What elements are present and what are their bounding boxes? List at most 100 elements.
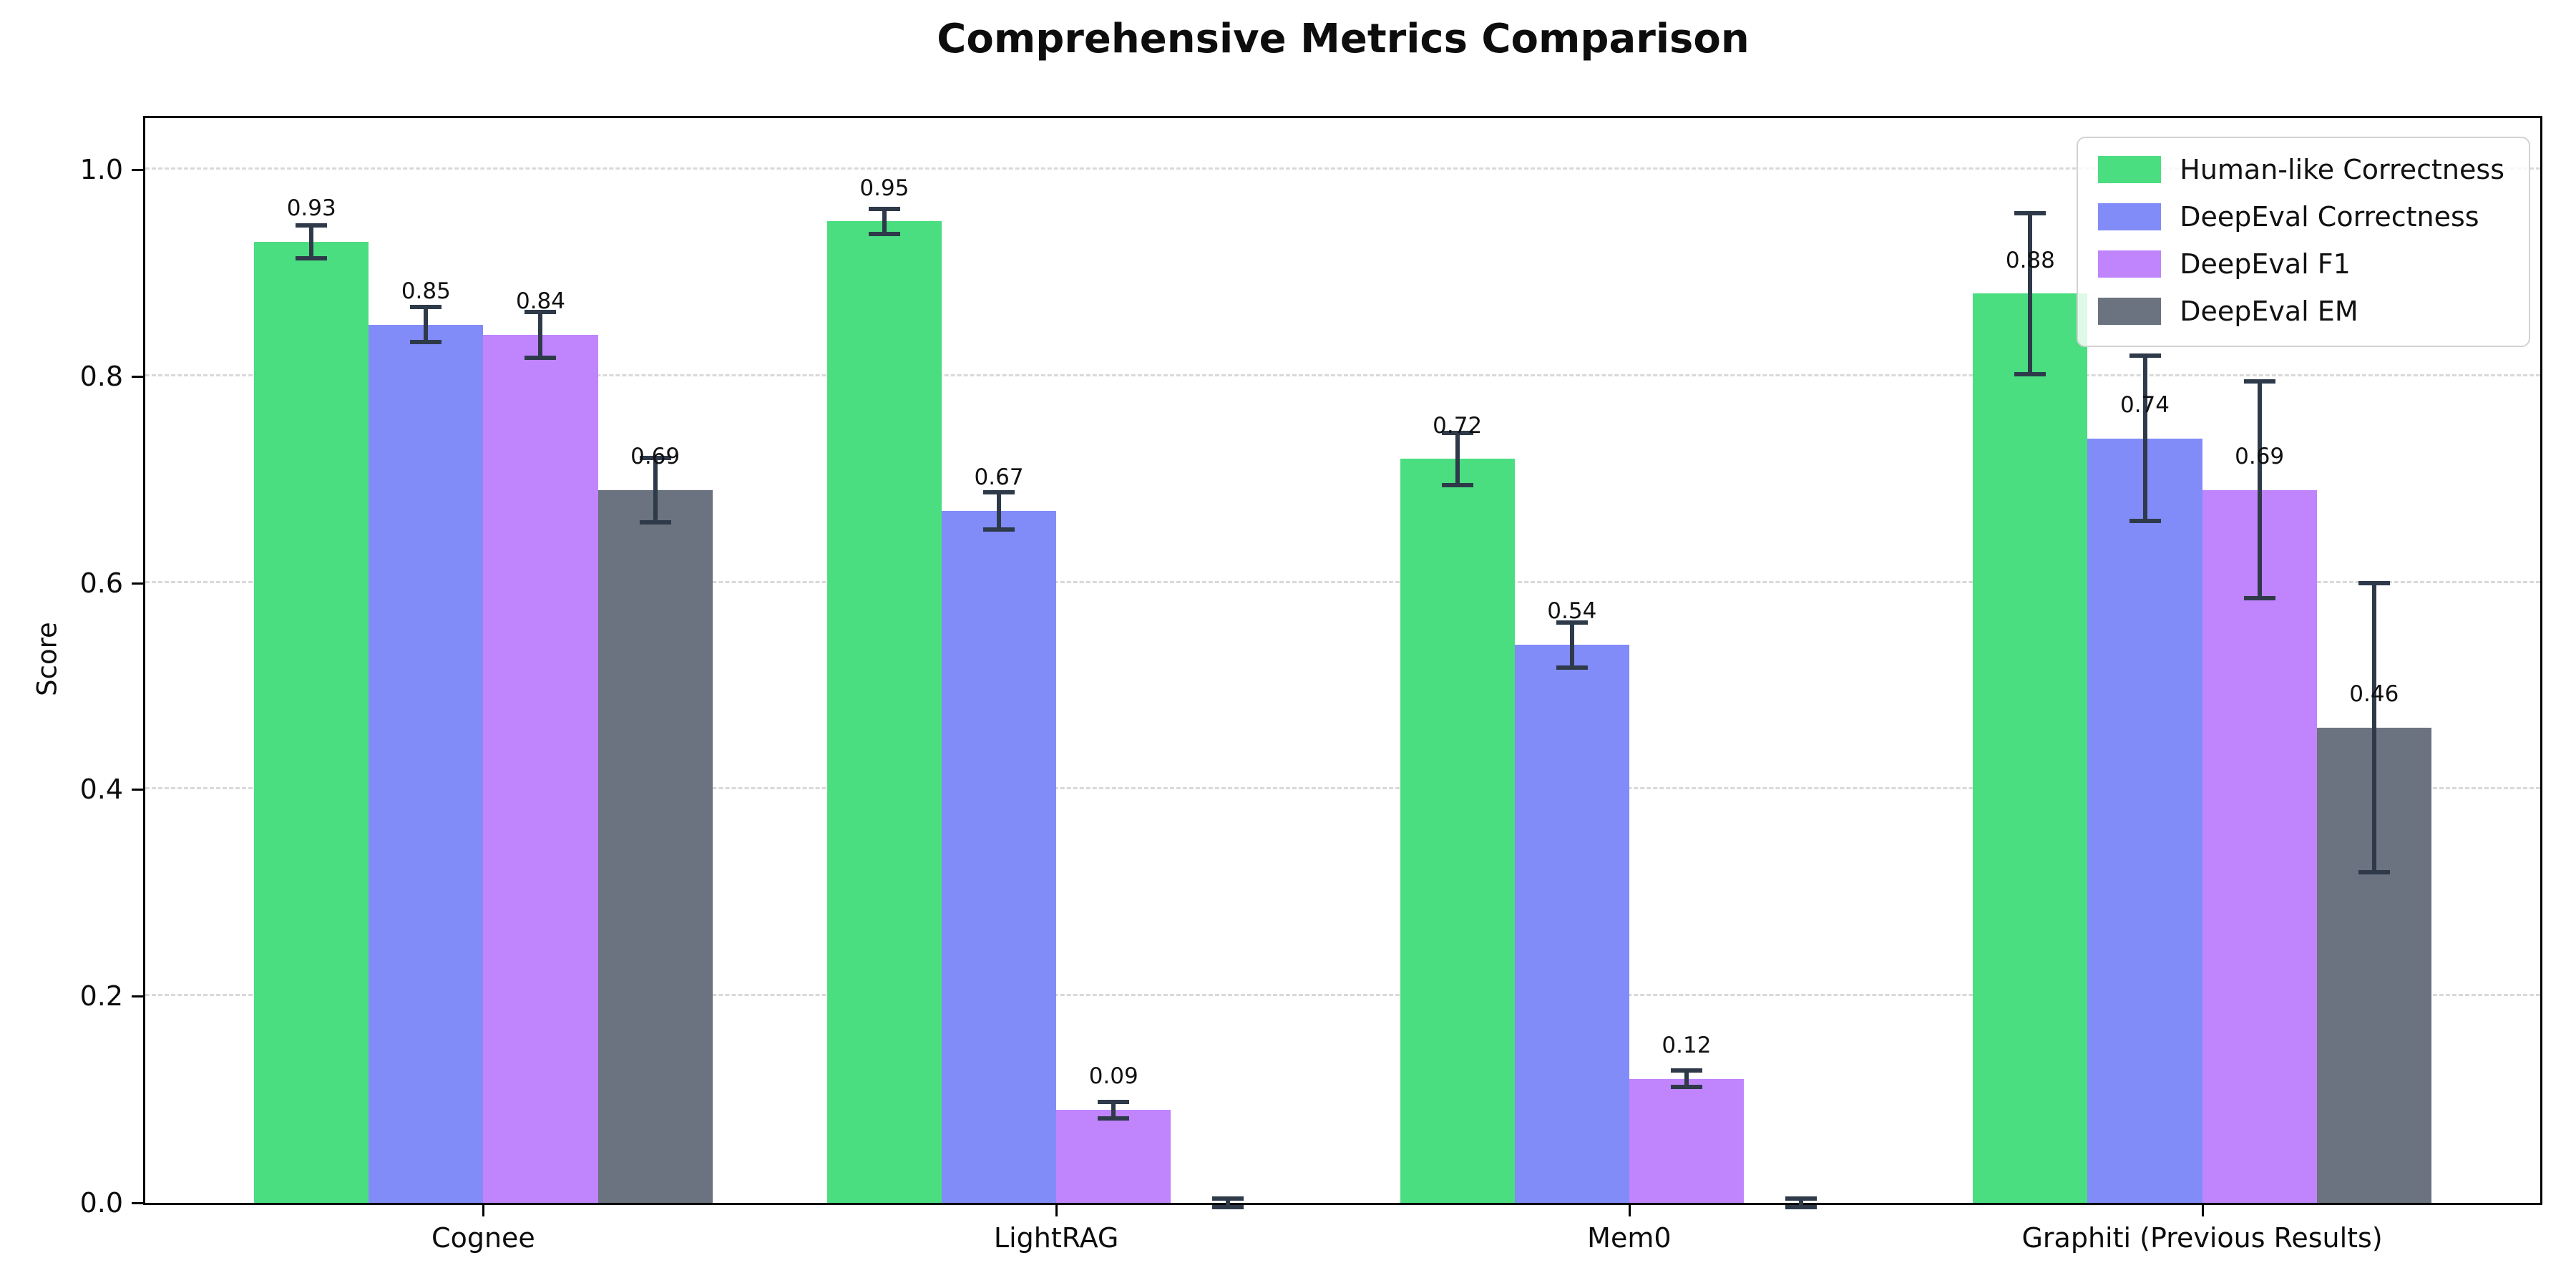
bar-value-label: 0.95	[859, 175, 909, 201]
bar	[2087, 438, 2202, 1203]
bar	[597, 489, 713, 1203]
bar	[941, 510, 1057, 1203]
legend-item: DeepEval EM	[2098, 296, 2504, 327]
x-axis-ticks	[143, 1205, 2542, 1219]
error-bar-cap	[525, 355, 557, 360]
error-bar-cap	[2014, 210, 2046, 215]
bar-value-label: 0.72	[1433, 412, 1483, 439]
error-bar-cap	[868, 207, 900, 212]
error-bar-cap	[868, 231, 900, 236]
error-bar-cap	[1556, 620, 1588, 625]
error-bar	[2142, 356, 2147, 522]
error-bar-cap	[1556, 665, 1588, 670]
x-tick-mark	[2201, 1205, 2204, 1216]
error-bar	[538, 312, 543, 358]
error-bar-cap	[639, 519, 671, 525]
error-bar-cap	[1441, 482, 1473, 487]
bar-value-label: 0.69	[2235, 443, 2285, 469]
bar	[1973, 293, 2088, 1203]
legend-item: DeepEval Correctness	[2098, 201, 2504, 233]
error-bar-cap	[983, 489, 1015, 494]
error-bar-cap	[1670, 1068, 1702, 1073]
error-bar-cap	[983, 527, 1015, 532]
y-tick-mark	[132, 375, 143, 378]
error-bar-cap	[2358, 869, 2390, 874]
error-bar-cap	[1212, 1196, 1244, 1201]
gridline	[145, 167, 2540, 170]
error-bar-cap	[525, 310, 557, 315]
bar-value-label: 0.67	[974, 464, 1024, 490]
bar-value-label: 0.88	[2005, 247, 2055, 273]
error-bar	[424, 307, 429, 343]
error-bar	[1799, 1199, 1804, 1207]
legend-swatch	[2098, 156, 2162, 183]
error-bar-cap	[2014, 372, 2046, 377]
error-bar	[882, 209, 887, 234]
x-tick-mark	[1055, 1205, 1058, 1216]
x-tick-mark	[1628, 1205, 1631, 1216]
error-bar-cap	[2243, 596, 2275, 601]
error-bar-cap	[296, 223, 328, 228]
y-tick-label: 0.8	[79, 360, 123, 392]
x-tick-label: LightRAG	[993, 1222, 1119, 1254]
error-bar	[1684, 1070, 1689, 1088]
error-bar	[1226, 1199, 1231, 1207]
legend: Human-like Correctness DeepEval Correctne…	[2077, 137, 2530, 347]
plot-area: Human-like Correctness DeepEval Correctne…	[143, 116, 2542, 1209]
bar	[1400, 459, 1515, 1203]
error-bar	[2257, 381, 2262, 599]
error-bar-cap	[1098, 1099, 1130, 1104]
bar	[826, 221, 942, 1203]
bar-value-label: 0.69	[630, 443, 680, 469]
gridline	[145, 787, 2540, 790]
error-bar-cap	[2243, 379, 2275, 384]
legend-label: DeepEval Correctness	[2180, 201, 2479, 233]
x-tick-label: Graphiti (Previous Results)	[2021, 1222, 2383, 1254]
bar	[483, 335, 598, 1203]
y-tick-label: 0.2	[79, 980, 123, 1013]
legend-swatch	[2098, 250, 2162, 278]
gridline	[145, 374, 2540, 376]
y-tick-label: 1.0	[79, 154, 123, 186]
y-tick-mark	[132, 169, 143, 172]
bar-value-label: 0.85	[401, 278, 451, 304]
y-axis-ticks	[0, 116, 143, 1205]
gridline	[145, 994, 2540, 997]
error-bar-cap	[410, 305, 442, 310]
error-bar-cap	[1785, 1196, 1818, 1201]
error-bar-cap	[1098, 1116, 1130, 1121]
legend-label: DeepEval EM	[2180, 296, 2358, 327]
bar-value-label: 0.12	[1662, 1032, 1712, 1058]
bar	[254, 242, 369, 1203]
x-tick-mark	[482, 1205, 485, 1216]
legend-item: Human-like Correctness	[2098, 154, 2504, 185]
legend-item: DeepEval F1	[2098, 248, 2504, 280]
error-bar	[653, 458, 658, 522]
chart-title: Comprehensive Metrics Comparison	[937, 16, 1750, 62]
error-bar	[1455, 433, 1460, 485]
bar	[1629, 1078, 1744, 1203]
error-bar	[2028, 213, 2033, 375]
error-bar	[1111, 1101, 1116, 1118]
error-bar-cap	[1670, 1085, 1702, 1090]
x-axis-tick-labels: Cognee LightRAG Mem0 Graphiti (Previous Res…	[143, 1205, 2542, 1284]
y-tick-mark	[132, 789, 143, 791]
error-bar	[997, 492, 1002, 530]
error-bar-cap	[1212, 1204, 1244, 1209]
y-tick-label: 0.4	[79, 774, 123, 806]
bar-value-label: 0.54	[1547, 598, 1597, 625]
error-bar-cap	[1785, 1204, 1818, 1209]
bar	[1056, 1110, 1171, 1203]
legend-swatch	[2098, 298, 2162, 325]
error-bar-cap	[2358, 580, 2390, 585]
bar	[2202, 489, 2317, 1203]
bar	[1514, 645, 1629, 1203]
legend-swatch	[2098, 203, 2162, 230]
x-tick-label: Cognee	[431, 1222, 535, 1254]
error-bar	[309, 225, 314, 259]
y-axis-tick-labels: 0.0 0.2 0.4 0.6 0.8 1.0	[0, 116, 123, 1219]
bar-value-label: 0.46	[2349, 680, 2399, 707]
error-bar	[2371, 582, 2376, 872]
bar-value-label: 0.74	[2119, 391, 2170, 418]
legend-label: Human-like Correctness	[2180, 154, 2504, 185]
